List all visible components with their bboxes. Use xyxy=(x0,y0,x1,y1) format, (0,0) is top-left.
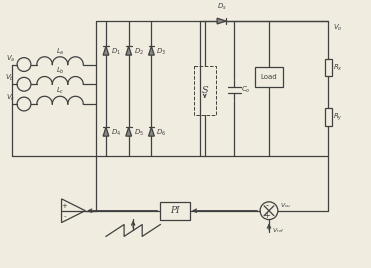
Text: S: S xyxy=(201,86,208,95)
Text: $V_a$: $V_a$ xyxy=(6,54,15,64)
Text: +: + xyxy=(263,211,270,220)
Text: -: - xyxy=(63,214,66,220)
Text: -: - xyxy=(266,201,269,210)
Bar xyxy=(325,108,332,126)
Text: $D_1$: $D_1$ xyxy=(111,47,121,57)
Text: $V_{ou}$: $V_{ou}$ xyxy=(280,201,291,210)
Polygon shape xyxy=(126,127,132,136)
Text: $V_o$: $V_o$ xyxy=(333,23,343,33)
Polygon shape xyxy=(217,18,226,24)
Text: Load: Load xyxy=(261,74,277,80)
Text: $L_c$: $L_c$ xyxy=(56,86,64,96)
Text: $C_o$: $C_o$ xyxy=(241,85,251,95)
Text: $V_{ref}$: $V_{ref}$ xyxy=(272,226,285,235)
Bar xyxy=(255,68,283,87)
Text: +: + xyxy=(62,203,68,209)
Text: $R_y$: $R_y$ xyxy=(333,111,343,123)
Bar xyxy=(325,59,332,76)
Text: $D_3$: $D_3$ xyxy=(156,47,167,57)
Text: $D_4$: $D_4$ xyxy=(111,128,121,138)
Text: $L_b$: $L_b$ xyxy=(56,66,65,76)
Polygon shape xyxy=(103,46,109,55)
Polygon shape xyxy=(148,127,154,136)
Bar xyxy=(194,65,216,115)
Text: $R_x$: $R_x$ xyxy=(333,62,343,73)
Text: $D_5$: $D_5$ xyxy=(134,128,144,138)
Polygon shape xyxy=(126,46,132,55)
Text: $L_a$: $L_a$ xyxy=(56,46,64,57)
Text: PI: PI xyxy=(170,206,180,215)
Text: $D_s$: $D_s$ xyxy=(217,2,226,12)
Text: $V_b$: $V_b$ xyxy=(6,73,15,83)
Text: $V_c$: $V_c$ xyxy=(6,93,15,103)
Polygon shape xyxy=(148,46,154,55)
Text: $D_6$: $D_6$ xyxy=(156,128,167,138)
Polygon shape xyxy=(103,127,109,136)
Text: $D_2$: $D_2$ xyxy=(134,47,144,57)
Bar xyxy=(160,202,190,219)
